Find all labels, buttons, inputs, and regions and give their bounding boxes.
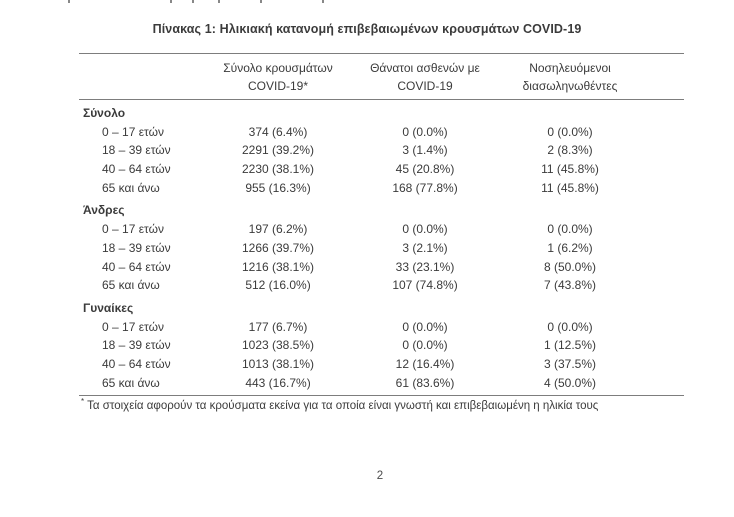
section-label: Άνδρες [83,203,125,218]
intubated-cell: 0 (0.0%) [547,124,593,139]
cases-cell: 197 (6.2%) [248,222,308,237]
table-row: 65 και άνω 955 (16.3%) 168 (77.8%) 11 (45.8… [79,179,684,198]
intubated-cell: 2 (8.3%) [547,143,593,158]
column-header-intubated: Νοσηλευόμενοι διασωληνωθέντες [488,59,652,95]
table-row: 65 και άνω 443 (16.7%) 61 (83.6%) 4 (50.0%) [79,374,684,393]
column-header-line: Σύνολο κρουσμάτων [223,61,333,75]
age-group-label: 40 – 64 ετών [102,162,171,177]
column-header-deaths: Θάνατοι ασθενών με COVID-19 [362,59,488,95]
deaths-cell: 45 (20.8%) [395,162,455,177]
deaths-cell: 12 (16.4%) [395,356,455,371]
age-group-label: 0 – 17 ετών [102,124,164,139]
intubated-cell: 0 (0.0%) [547,319,593,334]
table-row: 18 – 39 ετών 2291 (39.2%) 3 (1.4%) 2 (8.3%) [79,141,684,160]
table-title: Πίνακας 1: Ηλικιακή κατανομή επιβεβαιωμέ… [152,22,582,36]
cases-cell: 1266 (39.7%) [241,240,315,255]
section-label: Σύνολο [83,106,126,120]
table-row: 40 – 64 ετών 1013 (38.1%) 12 (16.4%) 3 (37.… [79,355,684,374]
cases-cell: 374 (6.4%) [248,124,308,139]
intubated-cell: 8 (50.0%) [543,259,597,274]
column-header-line: Θάνατοι ασθενών με [370,61,480,75]
deaths-cell: 0 (0.0%) [402,222,448,237]
intubated-cell: 0 (0.0%) [547,222,593,237]
column-header-line: COVID-19* [247,79,309,93]
table-row: 0 – 17 ετών 177 (6.7%) 0 (0.0%) 0 (0.0%) [79,318,684,337]
age-group-label: 40 – 64 ετών [102,259,171,274]
column-header-empty [79,59,194,95]
covid-age-distribution-table: Σύνολο κρουσμάτων COVID-19* Θάνατοι ασθε… [79,53,684,414]
cases-cell: 1216 (38.1%) [241,259,315,274]
deaths-cell: 0 (0.0%) [402,319,448,334]
deaths-cell: 3 (1.4%) [402,143,448,158]
age-group-label: 40 – 64 ετών [102,356,171,371]
table-header-row: Σύνολο κρουσμάτων COVID-19* Θάνατοι ασθε… [79,54,684,99]
age-group-label: 0 – 17 ετών [102,319,164,334]
page-number: 2 [376,470,384,482]
table-bottom-rule [79,395,684,397]
age-group-label: 18 – 39 ετών [102,240,171,255]
section-label: Γυναίκες [83,300,134,315]
column-header-total-cases: Σύνολο κρουσμάτων COVID-19* [194,59,362,95]
table-row: 40 – 64 ετών 1216 (38.1%) 33 (23.1%) 8 (50.… [79,258,684,277]
table-top-rule [79,53,684,54]
cases-cell: 955 (16.3%) [245,180,311,195]
table-header-rule [79,99,684,100]
table-row: 0 – 17 ετών 197 (6.2%) 0 (0.0%) 0 (0.0%) [79,220,684,239]
cases-cell: 177 (6.7%) [248,319,308,334]
deaths-cell: 3 (2.1%) [402,240,448,255]
age-group-label: 65 και άνω [102,180,160,195]
intubated-cell: 1 (6.2%) [547,240,593,255]
age-group-label: 65 και άνω [102,375,160,390]
age-group-label: 0 – 17 ετών [102,222,164,237]
table-footnote: * Τα στοιχεία αφορούν τα κρούσματα εκείνα… [79,397,684,414]
table-row: 0 – 17 ετών 374 (6.4%) 0 (0.0%) 0 (0.0%) [79,123,684,142]
cases-cell: 2291 (39.2%) [241,143,315,158]
column-header-line: διασωληνωθέντες [522,79,618,93]
column-header-line: COVID-19 [397,79,453,93]
column-header-line: Νοσηλευόμενοι [529,61,611,75]
cases-cell: 1013 (38.1%) [241,356,315,371]
deaths-cell: 107 (74.8%) [392,278,458,293]
table-body: Σύνολο 0 – 17 ετών 374 (6.4%) 0 (0.0%) 0 (0.… [79,100,684,395]
age-group-label: 18 – 39 ετών [102,338,171,353]
table-row: 18 – 39 ετών 1266 (39.7%) 3 (2.1%) 1 (6.2%) [79,239,684,258]
intubated-cell: 11 (45.8%) [541,162,599,177]
intubated-cell: 3 (37.5%) [543,356,597,371]
cases-cell: 443 (16.7%) [245,375,311,390]
deaths-cell: 0 (0.0%) [402,124,448,139]
deaths-cell: 61 (83.6%) [395,375,455,390]
deaths-cell: 168 (77.8%) [392,180,458,195]
intubated-cell: 7 (43.8%) [543,278,597,293]
intubated-cell: 1 (12.5%) [543,338,597,353]
deaths-cell: 33 (23.1%) [395,259,455,274]
table-row: 18 – 39 ετών 1023 (38.5%) 0 (0.0%) 1 (12.5%… [79,336,684,355]
deaths-cell: 0 (0.0%) [402,338,448,353]
age-group-label: 65 και άνω [102,278,160,293]
footnote-text: Τα στοιχεία αφορούν τα κρούσματα εκείνα … [87,400,599,413]
age-group-label: 18 – 39 ετών [102,143,171,158]
cases-cell: 1023 (38.5%) [241,338,315,353]
table-row: 40 – 64 ετών 2230 (38.1%) 45 (20.8%) 11 (45… [79,160,684,179]
intubated-cell: 11 (45.8%) [541,180,599,195]
table-row: 65 και άνω 512 (16.0%) 107 (74.8%) 7 (43.8%… [79,276,684,295]
cases-cell: 512 (16.0%) [245,278,311,293]
cases-cell: 2230 (38.1%) [241,162,315,177]
footnote-marker: * [81,397,85,407]
intubated-cell: 4 (50.0%) [543,375,597,390]
